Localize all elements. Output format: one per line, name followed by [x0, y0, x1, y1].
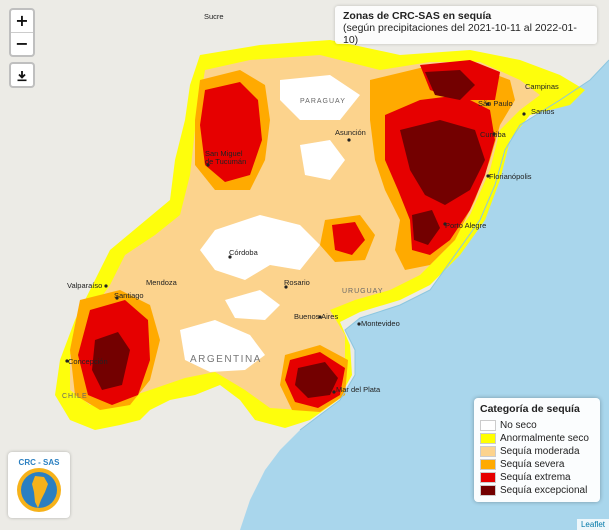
globe-icon: CRC - SAS [17, 458, 61, 512]
legend-label: No seco [500, 420, 537, 431]
legend-item: Anormalmente seco [480, 432, 594, 445]
logo-text: CRC - SAS [19, 458, 61, 467]
crc-sas-logo[interactable]: CRC - SAS [8, 452, 70, 518]
label-chile: CHILE [62, 393, 88, 400]
label-buenos-aires: Buenos Aires [294, 312, 338, 321]
legend-item: No seco [480, 419, 594, 432]
legend: Categoría de sequía No seco Anormalmente… [474, 398, 600, 502]
label-sucre: Sucre [204, 12, 224, 21]
legend-swatch [480, 420, 496, 431]
legend-label: Anormalmente seco [500, 433, 589, 444]
download-icon [17, 70, 27, 81]
legend-title: Categoría de sequía [480, 403, 580, 415]
zone-no-seco-center [200, 215, 320, 280]
legend-label: Sequía moderada [500, 446, 580, 457]
legend-item: Sequía severa [480, 458, 594, 471]
legend-item: Sequía excepcional [480, 484, 594, 497]
label-florianopolis: Florianópolis [489, 172, 532, 181]
zoom-out-button[interactable]: − [11, 32, 33, 55]
zoom-control: + − [9, 8, 35, 57]
map-title-box: Zonas de CRC-SAS en sequía (según precip… [335, 6, 597, 46]
label-mendoza: Mendoza [146, 278, 178, 287]
label-campinas: Campinas [525, 82, 559, 91]
label-porto-alegre: Porto Alegre [445, 221, 486, 230]
label-cordoba: Córdoba [229, 248, 259, 257]
label-san-miguel: San Miguel [205, 149, 243, 158]
city-markers [65, 102, 526, 394]
download-control [9, 62, 35, 88]
label-asuncion: Asunción [335, 128, 366, 137]
legend-swatch [480, 446, 496, 457]
zone-no-seco-pampa [180, 320, 265, 372]
legend-item: Sequía moderada [480, 445, 594, 458]
legend-label: Sequía severa [500, 459, 565, 470]
label-curitiba: Curitiba [480, 130, 507, 139]
label-santos: Santos [531, 107, 555, 116]
map-title: Zonas de CRC-SAS en sequía [343, 10, 492, 22]
legend-label: Sequía excepcional [500, 485, 588, 496]
legend-swatch [480, 433, 496, 444]
attribution-link[interactable]: Leaflet [576, 519, 609, 530]
label-valparaiso: Valparaíso [67, 281, 102, 290]
label-mar-del-plata: Mar del Plata [336, 385, 381, 394]
label-concepcion: Concepción [68, 357, 108, 366]
label-montevideo: Montevideo [361, 319, 400, 328]
label-de-tucuman: de Tucumán [205, 157, 246, 166]
zone-no-seco-north [280, 75, 360, 120]
label-argentina: ARGENTINA [190, 354, 262, 365]
label-uruguay: URUGUAY [342, 288, 383, 295]
map-subtitle: (según precipitaciones del 2021-10-11 al… [343, 22, 577, 46]
label-sao-paulo: São Paulo [478, 99, 513, 108]
legend-item: Sequía extrema [480, 471, 594, 484]
legend-swatch [480, 485, 496, 496]
label-rosario: Rosario [284, 278, 310, 287]
label-paraguay: PARAGUAY [300, 98, 346, 105]
zoom-in-button[interactable]: + [15, 11, 29, 30]
legend-swatch [480, 472, 496, 483]
download-button[interactable] [11, 64, 33, 86]
zone-sequia-excepcional [400, 120, 485, 205]
legend-label: Sequía extrema [500, 472, 571, 483]
label-santiago: Santiago [114, 291, 144, 300]
legend-swatch [480, 459, 496, 470]
